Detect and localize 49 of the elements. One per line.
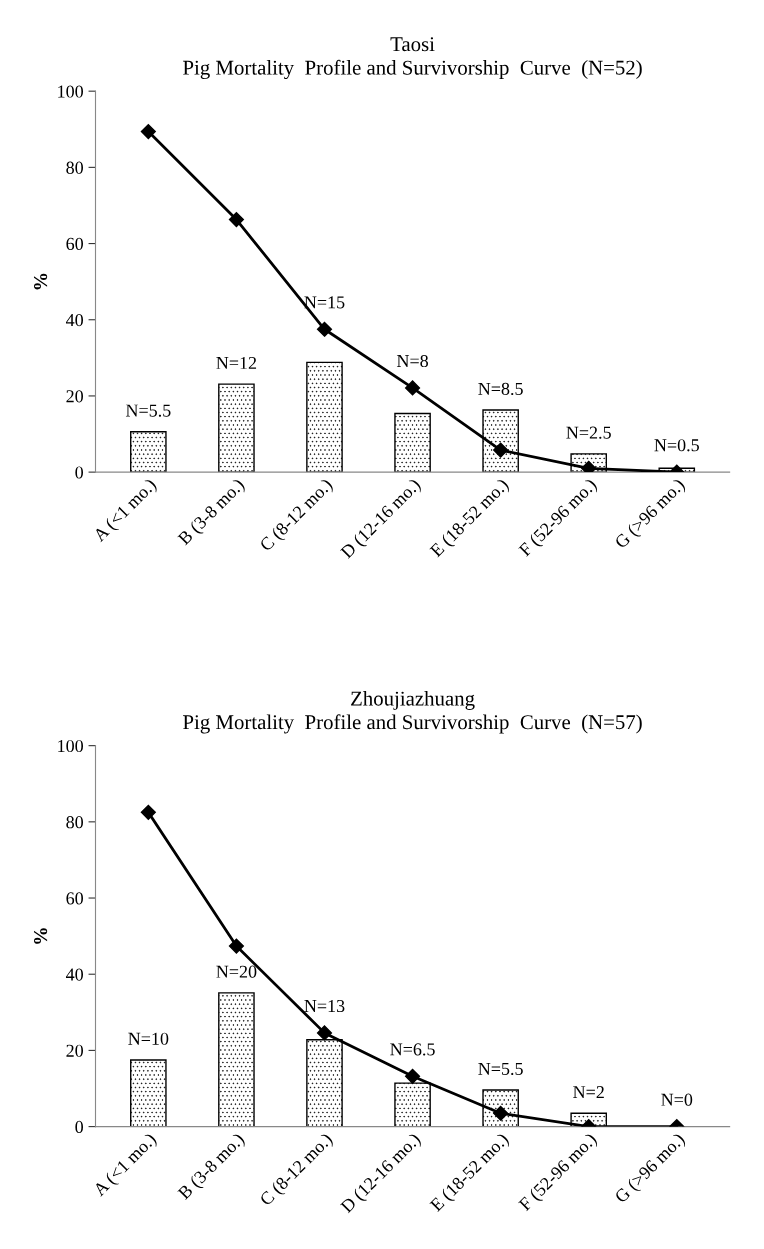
y-axis-title: %: [33, 273, 48, 290]
y-tick-label: 60: [66, 237, 84, 250]
point: [228, 211, 244, 228]
y-tick-label: 60: [66, 892, 84, 905]
chart-title: Taosi Pig Mortality Profile and Survivorship Curve (N=52): [183, 37, 642, 80]
annotation: N=0: [661, 1093, 693, 1106]
y-tick-label: 20: [66, 1044, 84, 1057]
point: [228, 938, 244, 954]
point: [140, 804, 156, 820]
point: [493, 442, 509, 458]
bar: [218, 383, 255, 473]
y-tick-label: 0: [75, 1120, 84, 1134]
annotation: N=6.5: [390, 1043, 435, 1056]
x-tick-label: A (<1 mo.): [91, 1132, 160, 1200]
annotation: N=12: [216, 356, 257, 369]
point: [316, 321, 333, 337]
point: [404, 1068, 421, 1084]
annotation: N=10: [128, 1032, 169, 1045]
y-tick-label: 80: [66, 816, 84, 829]
bar: [394, 412, 431, 473]
x-tick-label: B (3-8 mo.): [176, 477, 248, 549]
y-tick-label: 40: [65, 968, 84, 981]
y-tick-label: 100: [58, 85, 84, 98]
annotation: N=15: [304, 296, 345, 309]
annotation: N=13: [304, 999, 345, 1013]
annotation: N=5.5: [478, 1062, 523, 1076]
annotation: N=2.5: [566, 426, 611, 439]
y-tick-label: 80: [66, 161, 84, 174]
point: [404, 380, 421, 396]
x-tick-label: A (<1 mo.): [91, 477, 160, 545]
x-tick-label: B (3-8 mo.): [176, 1132, 248, 1203]
y-tick-label: 20: [66, 390, 84, 403]
chart-title: Zhoujiazhuang Pig Mortality Profile and Survivorship Curve (N=57): [183, 690, 642, 734]
annotation: N=5.5: [125, 404, 171, 417]
y-tick-label: 40: [65, 314, 84, 327]
bar: [218, 992, 255, 1127]
annotation: N=0.5: [654, 439, 699, 452]
point: [316, 1025, 333, 1041]
bar: [130, 1059, 167, 1127]
annotation: N=8.5: [478, 382, 523, 396]
y-tick-label: 100: [58, 739, 84, 753]
bar: [306, 361, 343, 473]
y-axis-title: %: [33, 928, 48, 944]
annotation: N=8: [396, 354, 428, 368]
point: [140, 123, 156, 140]
annotation: N=20: [216, 965, 257, 978]
bar: [130, 431, 167, 473]
annotation: N=2: [573, 1086, 604, 1098]
y-tick-label: 0: [75, 466, 84, 479]
